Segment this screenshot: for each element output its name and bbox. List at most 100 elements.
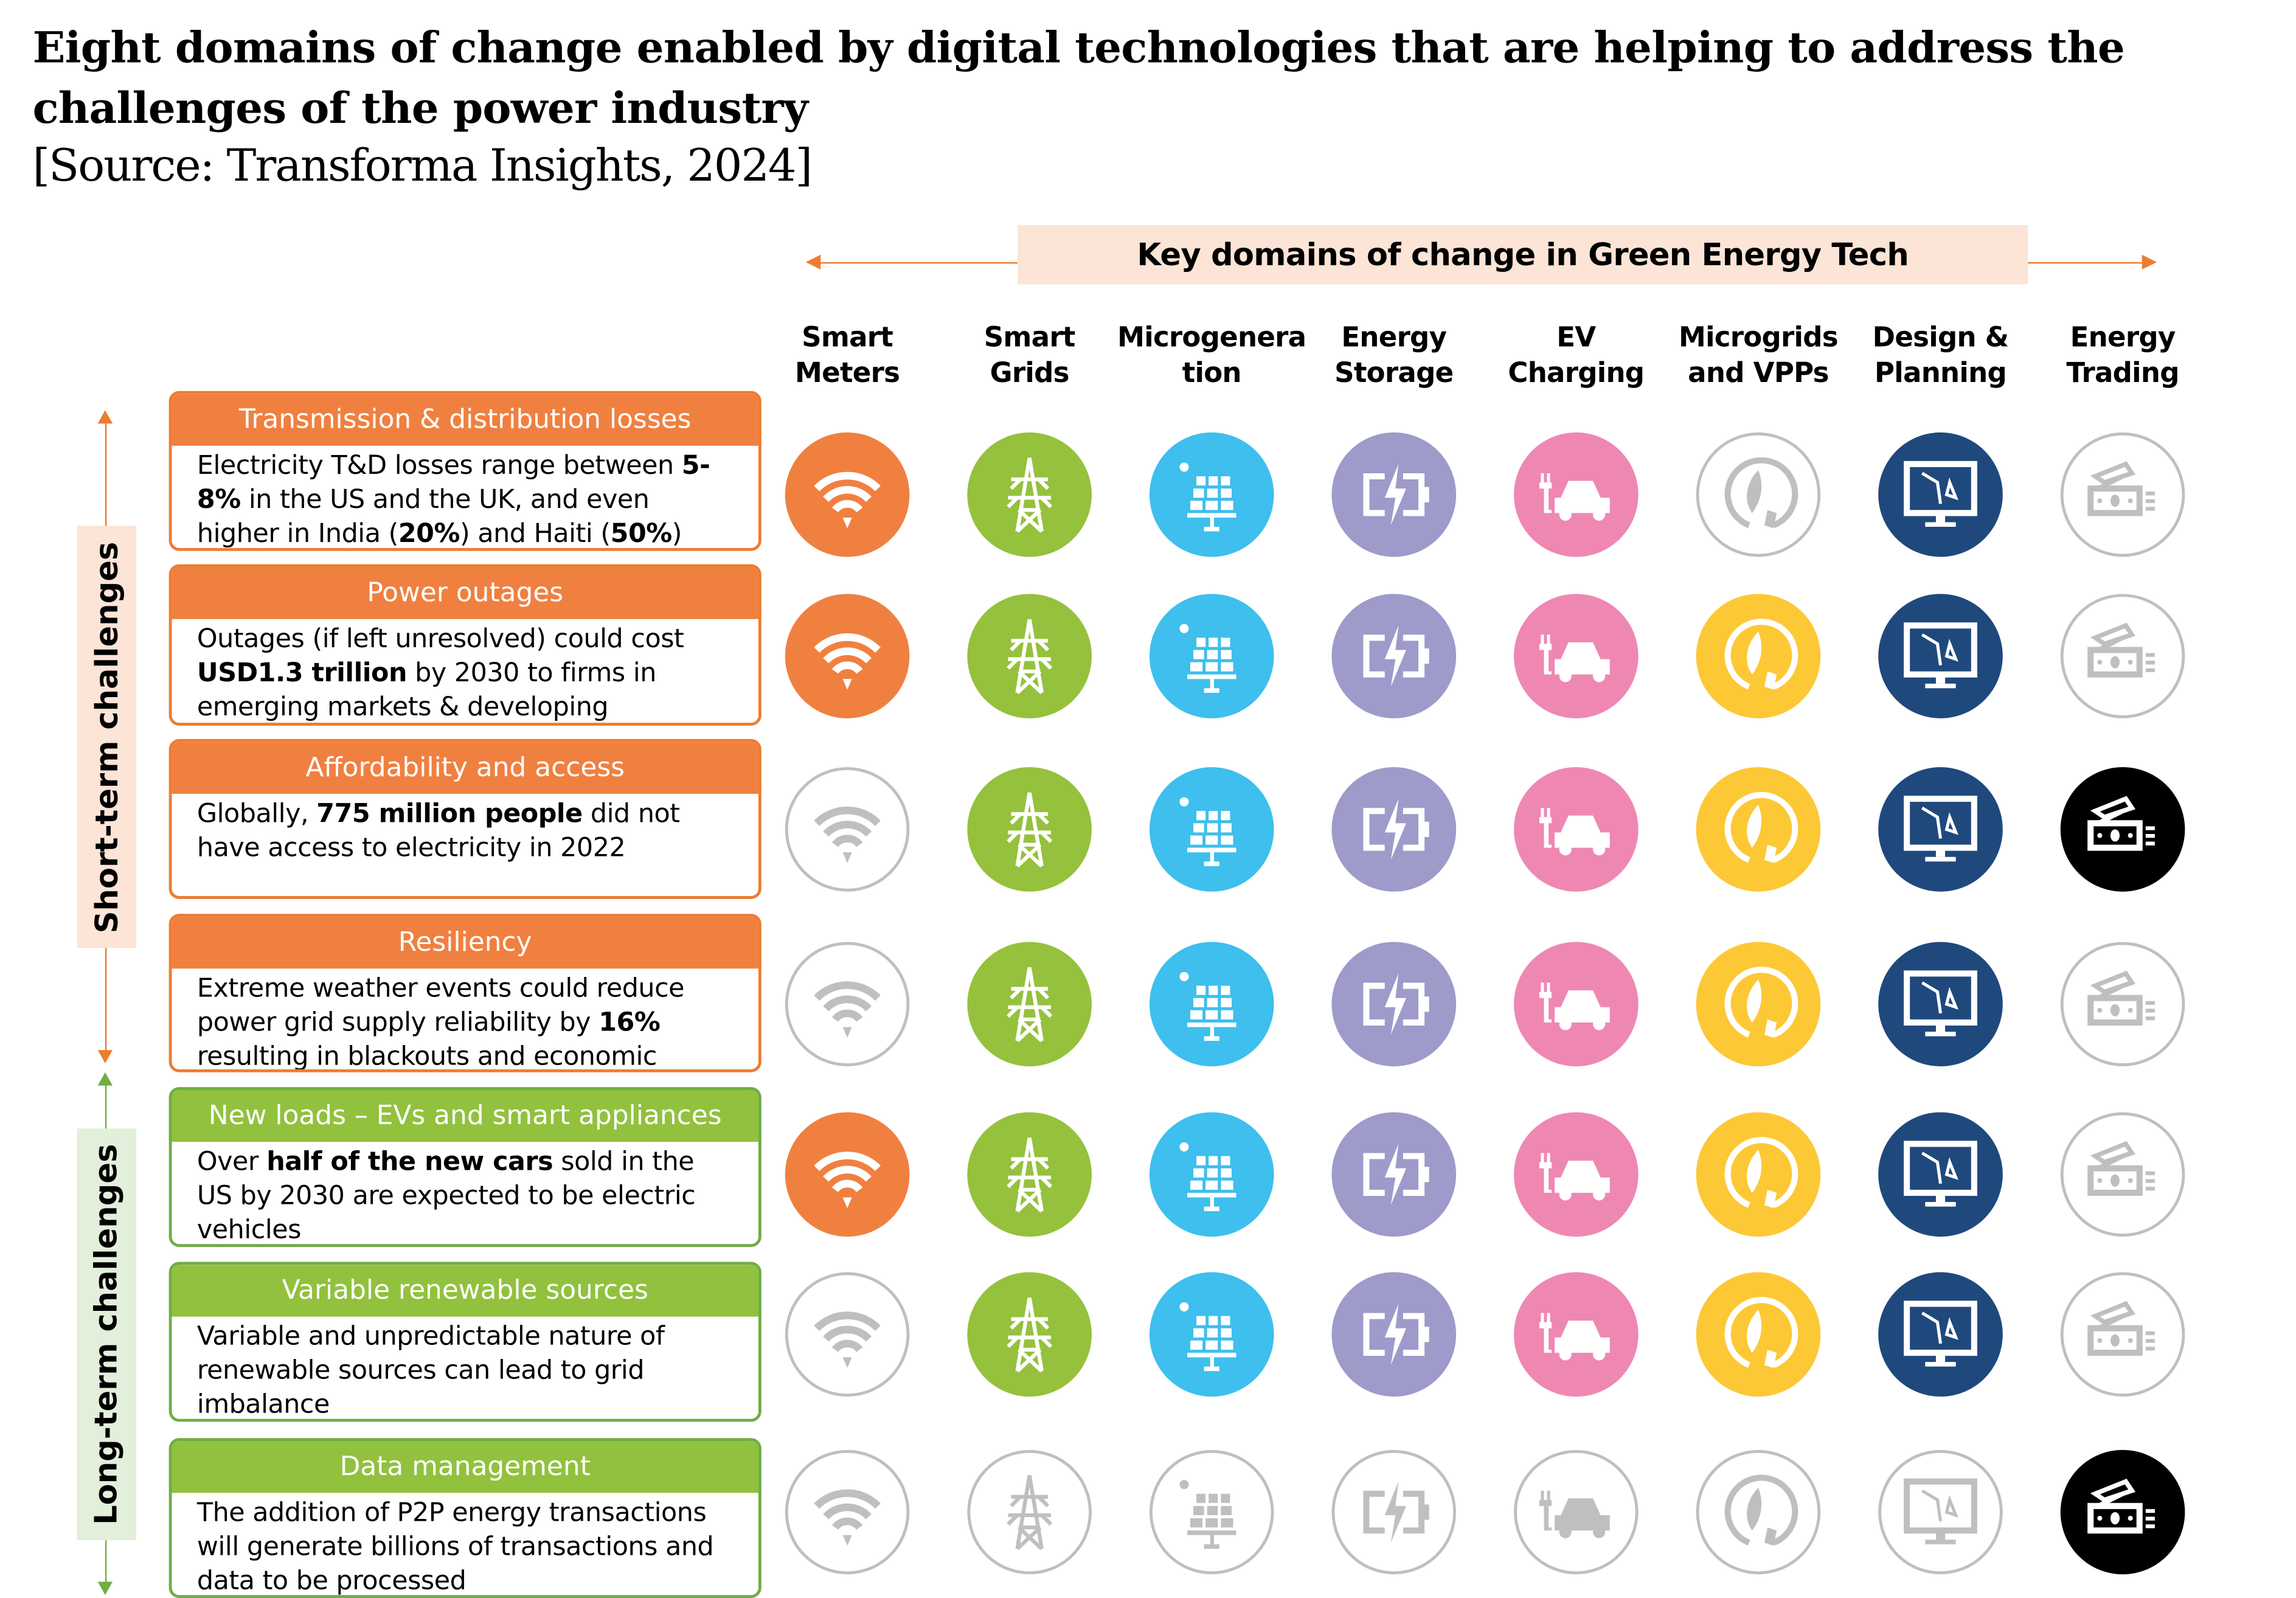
domain-cell-active xyxy=(1514,594,1639,718)
challenge-card: Variable renewable sources Variable and u… xyxy=(168,1262,761,1422)
column-label-line2: and VPPs xyxy=(1688,358,1829,390)
domain-cell-active xyxy=(1514,1272,1639,1397)
domain-cell-active xyxy=(785,594,910,718)
challenge-description: Extreme weather events could reduce powe… xyxy=(172,968,758,1072)
domain-cell-inactive xyxy=(1514,1450,1639,1575)
domain-cell-active xyxy=(1514,767,1639,892)
column-label-line1: Energy xyxy=(1341,322,1447,354)
column-header: Energy Storage xyxy=(1297,321,1490,392)
cash-icon xyxy=(2077,958,2169,1050)
arrow-down-icon xyxy=(97,1050,113,1064)
monitor-design-icon xyxy=(1895,449,1986,541)
monitor-design-icon xyxy=(1895,610,1986,702)
wifi-icon xyxy=(802,1466,893,1558)
solar-panel-icon xyxy=(1166,1128,1258,1220)
description-text: Extreme weather events could reduce powe… xyxy=(196,974,685,1038)
column-header: Microgenera tion xyxy=(1115,321,1308,392)
challenge-title: Transmission & distribution losses xyxy=(172,394,758,446)
cash-icon xyxy=(2077,610,2169,702)
solar-panel-icon xyxy=(1166,783,1258,875)
domain-cell-active xyxy=(1331,594,1457,718)
domain-cell-active xyxy=(1514,1112,1639,1237)
transmission-tower-icon xyxy=(983,449,1075,541)
leaf-plug-icon xyxy=(1712,783,1804,875)
challenge-card: Data management The addition of P2P energ… xyxy=(168,1438,761,1598)
column-header: Microgrids and VPPs xyxy=(1662,321,1855,392)
electric-car-icon xyxy=(1530,610,1622,702)
left-arrow-line xyxy=(817,261,1018,264)
domain-cell-inactive xyxy=(1878,1450,2003,1575)
electric-car-icon xyxy=(1530,1466,1622,1558)
arrow-up-icon xyxy=(97,410,113,424)
domain-cell-active xyxy=(1149,1112,1274,1237)
electric-car-icon xyxy=(1530,958,1622,1050)
description-text: The addition of P2P energy transactions … xyxy=(196,1498,714,1597)
transmission-tower-icon xyxy=(983,1288,1075,1380)
cash-icon xyxy=(2077,783,2169,875)
monitor-design-icon xyxy=(1895,958,1986,1050)
description-text: resulting in blackouts and economic loss… xyxy=(196,1043,657,1072)
domain-cell-active xyxy=(1696,594,1821,718)
solar-panel-icon xyxy=(1166,1288,1258,1380)
domain-cell-active xyxy=(967,432,1092,557)
page-title: Eight domains of change enabled by digit… xyxy=(32,22,2125,134)
leaf-plug-icon xyxy=(1712,610,1804,702)
highlight-text: 16% xyxy=(598,1009,661,1038)
arrow-down-icon xyxy=(97,1582,113,1596)
challenge-title: Variable renewable sources xyxy=(172,1265,758,1317)
column-label-line2: Meters xyxy=(795,358,900,390)
domain-cell-active xyxy=(785,432,910,557)
description-text: sold in the US by 2030 are expected to b… xyxy=(196,1147,696,1246)
cash-icon xyxy=(2077,1466,2169,1558)
transmission-tower-icon xyxy=(983,610,1075,702)
domain-cell-active xyxy=(1331,432,1457,557)
domain-cell-inactive xyxy=(1696,1450,1821,1575)
domain-cell-inactive xyxy=(2060,432,2185,557)
battery-charging-icon xyxy=(1348,1466,1440,1558)
right-arrowhead-icon xyxy=(2142,254,2157,270)
leaf-plug-icon xyxy=(1712,958,1804,1050)
domain-cell-inactive xyxy=(2060,942,2185,1066)
column-header: EV Charging xyxy=(1480,321,1673,392)
domain-cell-inactive xyxy=(785,767,910,892)
highlight-text: 5-8% xyxy=(196,451,710,516)
description-text: ) and Haiti ( xyxy=(459,519,611,550)
challenge-title: New loads – EVs and smart appliances xyxy=(172,1089,758,1142)
domain-cell-inactive xyxy=(1331,1450,1457,1575)
domain-cell-active xyxy=(1331,767,1457,892)
battery-charging-icon xyxy=(1348,1288,1440,1380)
leaf-plug-icon xyxy=(1712,1288,1804,1380)
wifi-icon xyxy=(802,610,893,702)
domain-cell-active xyxy=(1878,594,2003,718)
electric-car-icon xyxy=(1530,783,1622,875)
transmission-tower-icon xyxy=(983,1128,1075,1220)
domain-cell-inactive xyxy=(967,1450,1092,1575)
column-label-line1: Microgenera xyxy=(1117,322,1306,354)
domain-cell-active xyxy=(1331,1272,1457,1397)
solar-panel-icon xyxy=(1166,1466,1258,1558)
challenge-description: Variable and unpredictable nature of ren… xyxy=(172,1316,758,1420)
challenge-description: The addition of P2P energy transactions … xyxy=(172,1493,758,1597)
column-label-line2: Trading xyxy=(2066,358,2179,390)
domain-cell-active xyxy=(1878,767,2003,892)
domain-cell-inactive xyxy=(785,942,910,1066)
domain-cell-active xyxy=(1878,1272,2003,1397)
source-citation: [Source: Transforma Insights, 2024] xyxy=(32,141,813,193)
column-header: Design & Planning xyxy=(1844,321,2037,392)
challenge-card: Affordability and access Globally, 775 mi… xyxy=(168,738,761,899)
description-text: Variable and unpredictable nature of ren… xyxy=(196,1322,665,1420)
description-text: by 2030 to firms in emerging markets & d… xyxy=(196,659,657,723)
solar-panel-icon xyxy=(1166,610,1258,702)
column-label-line2: tion xyxy=(1182,358,1242,390)
highlight-text: 50% xyxy=(610,519,673,550)
domain-cell-active xyxy=(967,767,1092,892)
domain-cell-inactive xyxy=(2060,594,2185,718)
domain-cell-inactive xyxy=(1149,1450,1274,1575)
highlight-text: USD1.3 trillion xyxy=(196,659,408,689)
description-text: Electricity T&D losses range between xyxy=(196,451,682,482)
monitor-design-icon xyxy=(1895,1288,1986,1380)
domain-cell-active xyxy=(1331,942,1457,1066)
leaf-plug-icon xyxy=(1712,1466,1804,1558)
domain-cell-inactive xyxy=(2060,1272,2185,1397)
